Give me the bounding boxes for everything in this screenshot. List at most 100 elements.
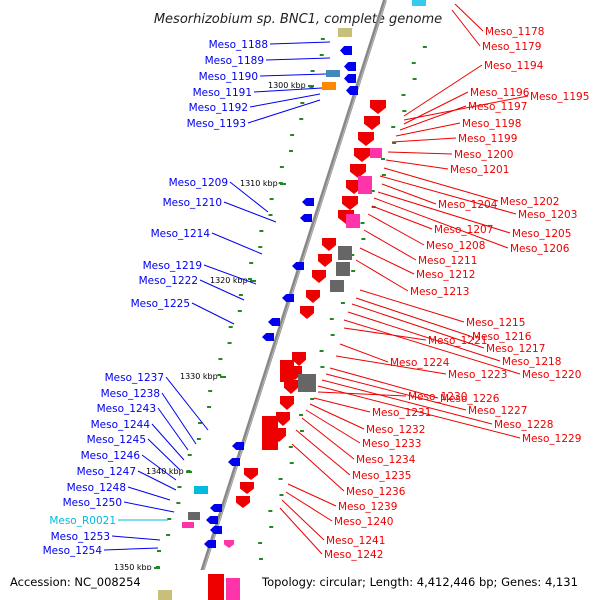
ring-tick xyxy=(299,430,304,432)
gene-label-left[interactable]: Meso_1248 xyxy=(67,482,126,494)
gene-label-right[interactable]: Meso_1202 xyxy=(500,196,559,208)
gene-label-right[interactable]: Meso_1215 xyxy=(466,317,525,329)
gene-label-left[interactable]: Meso_1210 xyxy=(163,197,222,209)
gene-label-right[interactable]: Meso_1200 xyxy=(454,149,513,161)
label-leader-line xyxy=(147,438,181,471)
label-leader-line xyxy=(367,213,425,246)
gene-label-right[interactable]: Meso_1204 xyxy=(438,199,498,211)
gene-label-right[interactable]: Meso_1196 xyxy=(470,87,530,99)
gene-label-left[interactable]: Meso_1247 xyxy=(77,466,136,478)
ring-tick xyxy=(279,494,284,496)
gene-label-right[interactable]: Meso_1234 xyxy=(356,454,416,466)
ring-tick xyxy=(289,150,293,152)
gene-label-right[interactable]: Meso_1226 xyxy=(440,393,500,405)
gene-label-left[interactable]: Meso_1188 xyxy=(209,39,268,51)
gene-label-right[interactable]: Meso_1178 xyxy=(485,26,544,38)
gene-label-right[interactable]: Meso_1217 xyxy=(486,343,545,355)
gene-label-left[interactable]: Meso_1189 xyxy=(205,55,264,67)
gene-label-right[interactable]: Meso_1227 xyxy=(468,405,527,417)
gene-label-left[interactable]: Meso_1238 xyxy=(101,388,160,400)
kbp-tick xyxy=(154,567,160,569)
gene-label-left[interactable]: Meso_1219 xyxy=(143,260,202,272)
gene-label-left[interactable]: Meso_1250 xyxy=(63,497,122,509)
gene-label-left[interactable]: Meso_1214 xyxy=(151,228,211,240)
gene-label-right[interactable]: Meso_1231 xyxy=(372,407,431,419)
gene-label-right[interactable]: Meso_1198 xyxy=(462,118,521,130)
gene-label-left[interactable]: Meso_1192 xyxy=(189,102,248,114)
gene-label-right[interactable]: Meso_1232 xyxy=(366,424,425,436)
gene-label-right[interactable]: Meso_1229 xyxy=(522,433,581,445)
ring-tick xyxy=(249,262,254,264)
ring-tick xyxy=(177,486,182,488)
gene-label-right[interactable]: Meso_1207 xyxy=(434,224,493,236)
gene-label-right[interactable]: Meso_1208 xyxy=(426,240,485,252)
gene-label-right[interactable]: Meso_1236 xyxy=(346,486,406,498)
gene-label-right[interactable]: Meso_1218 xyxy=(502,356,561,368)
label-leader-line xyxy=(285,491,333,522)
gene-label-left[interactable]: Meso_1209 xyxy=(169,177,228,189)
gene-label-left[interactable]: Meso_R0021 xyxy=(49,515,116,527)
gene-label-left[interactable]: Meso_1237 xyxy=(105,372,164,384)
gene-label-right[interactable]: Meso_1211 xyxy=(418,255,477,267)
gene-label-right[interactable]: Meso_1199 xyxy=(458,133,517,145)
gene-label-right[interactable]: Meso_1228 xyxy=(494,419,553,431)
gene-label-left[interactable]: Meso_1222 xyxy=(139,275,198,287)
gene-label-right[interactable]: Meso_1239 xyxy=(338,501,397,513)
gene-label-right[interactable]: Meso_1179 xyxy=(482,41,541,53)
gene-feature-lagging xyxy=(322,238,336,251)
ring-tick xyxy=(237,310,242,312)
ring-tick xyxy=(207,406,212,408)
gene-label-right[interactable]: Meso_1203 xyxy=(518,209,577,221)
gene-label-left[interactable]: Meso_1243 xyxy=(97,403,156,415)
label-leader-line xyxy=(454,3,484,32)
gene-label-right[interactable]: Meso_1221 xyxy=(428,335,487,347)
gene-label-right[interactable]: Meso_1242 xyxy=(324,549,383,561)
gene-label-left[interactable]: Meso_1191 xyxy=(193,87,252,99)
label-leader-line xyxy=(339,343,389,363)
gene-label-right[interactable]: Meso_1235 xyxy=(352,470,411,482)
label-leader-line xyxy=(317,385,521,439)
gene-label-right[interactable]: Meso_1224 xyxy=(390,357,450,369)
gene-label-right[interactable]: Meso_1213 xyxy=(410,286,469,298)
gene-feature-steel xyxy=(326,70,340,77)
gene-label-right[interactable]: Meso_1223 xyxy=(448,369,507,381)
gene-label-right[interactable]: Meso_1230 xyxy=(408,391,467,403)
gene-label-right[interactable]: Meso_1201 xyxy=(450,164,509,176)
ring-tick xyxy=(392,142,397,144)
gene-label-right[interactable]: Meso_1197 xyxy=(468,101,527,113)
label-leader-line xyxy=(191,302,235,325)
gene-label-right[interactable]: Meso_1206 xyxy=(510,243,570,255)
gene-label-right[interactable]: Meso_1212 xyxy=(416,269,475,281)
gene-feature-leading xyxy=(292,262,304,270)
gene-label-right[interactable]: Meso_1233 xyxy=(362,438,421,450)
gene-label-left[interactable]: Meso_1245 xyxy=(87,434,146,446)
gene-label-right[interactable]: Meso_1205 xyxy=(512,228,571,240)
gene-feature-leading xyxy=(268,318,280,326)
label-leader-line xyxy=(373,197,509,249)
footer-band xyxy=(0,570,600,600)
gene-feature-leading xyxy=(344,62,356,71)
gene-feature-gray xyxy=(338,246,352,260)
gene-label-right[interactable]: Meso_1240 xyxy=(334,516,393,528)
gene-label-left[interactable]: Meso_1244 xyxy=(91,419,151,431)
gene-feature-gray xyxy=(336,262,350,276)
gene-label-left[interactable]: Meso_1225 xyxy=(131,298,190,310)
gene-label-left[interactable]: Meso_1246 xyxy=(81,450,141,462)
gene-label-right[interactable]: Meso_1241 xyxy=(326,535,385,547)
gene-label-right[interactable]: Meso_1194 xyxy=(484,60,544,72)
gene-label-left[interactable]: Meso_1253 xyxy=(51,531,110,543)
gene-feature-orange xyxy=(322,82,336,90)
left-gene-labels: Meso_1188 Meso_1189 Meso_1190 Meso_1191 Meso… xyxy=(43,39,331,557)
gene-feature-lagging xyxy=(342,196,358,210)
gene-label-left[interactable]: Meso_1190 xyxy=(199,71,258,83)
gene-feature-leading xyxy=(302,198,314,206)
kbp-tick xyxy=(220,376,226,378)
gene-label-right[interactable]: Meso_1216 xyxy=(472,331,532,343)
gene-label-left[interactable]: Meso_1193 xyxy=(187,118,246,130)
ring-tick xyxy=(259,558,263,560)
gene-label-right[interactable]: Meso_1195 xyxy=(530,91,589,103)
gene-label-left[interactable]: Meso_1254 xyxy=(43,545,103,557)
gene-label-right[interactable]: Meso_1220 xyxy=(522,369,581,381)
